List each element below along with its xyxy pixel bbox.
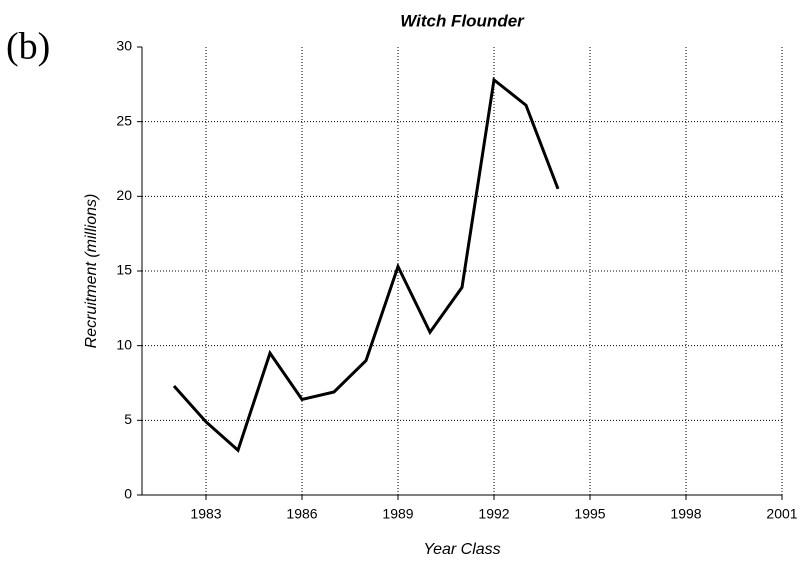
panel-annotation: (b)	[6, 26, 50, 68]
y-tick-label: 5	[124, 411, 132, 427]
y-tick-label: 30	[116, 38, 132, 54]
x-tick-label: 1998	[670, 506, 701, 522]
y-tick-label: 10	[116, 336, 132, 352]
x-tick-label: 1992	[478, 506, 509, 522]
y-tick-label: 0	[124, 486, 132, 502]
x-axis-label: Year Class	[423, 541, 500, 558]
y-tick-label: 15	[116, 262, 132, 278]
x-tick-label: 1995	[574, 506, 605, 522]
x-tick-label: 2001	[766, 506, 797, 522]
x-tick-label: 1989	[382, 506, 413, 522]
y-axis-label: Recruitment (millions)	[83, 194, 100, 349]
y-tick-label: 25	[116, 112, 132, 128]
chart-title: Witch Flounder	[400, 11, 525, 30]
x-tick-label: 1986	[286, 506, 317, 522]
data-line	[172, 77, 560, 453]
y-tick-label: 20	[116, 187, 132, 203]
x-tick-label: 1983	[190, 506, 221, 522]
